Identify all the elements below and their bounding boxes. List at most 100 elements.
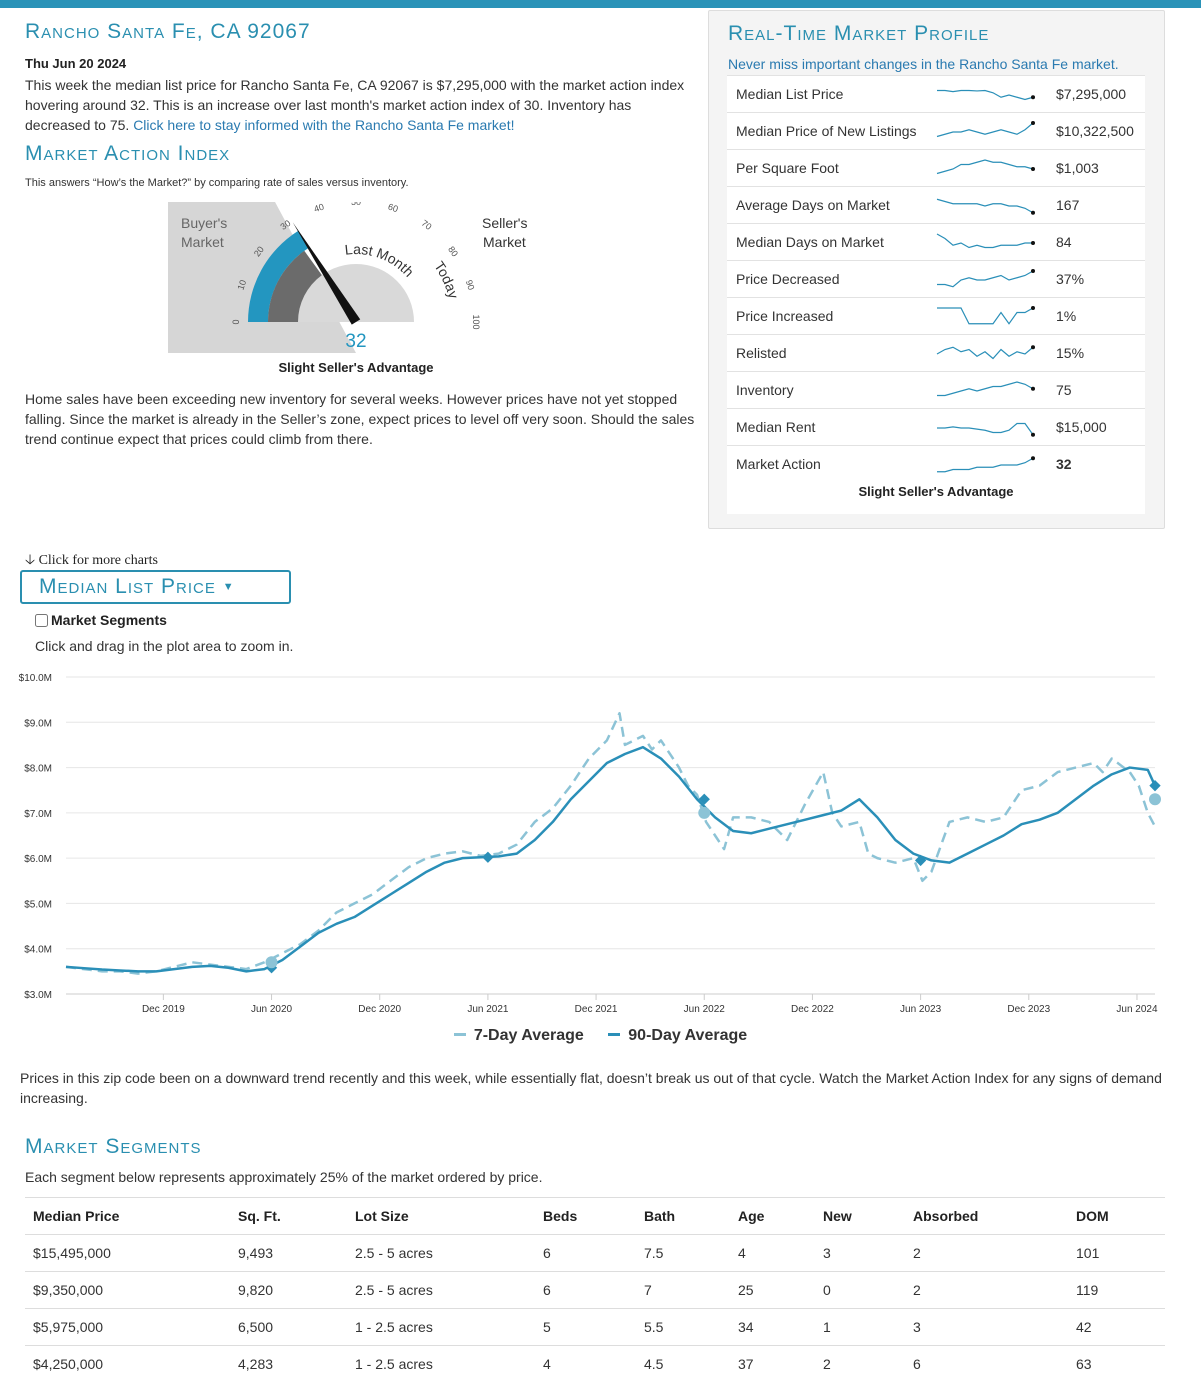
sparkline-end-dot (1031, 345, 1035, 350)
gauge-last-month-track (311, 202, 471, 322)
segments-column-header: Median Price (25, 1197, 230, 1235)
profile-row[interactable]: Market Action 32 (727, 445, 1145, 482)
chart-y-tick-label: $9.0M (24, 718, 52, 729)
profile-row[interactable]: Median List Price $7,295,000 (727, 75, 1145, 112)
profile-row-value: 75 (1056, 382, 1072, 398)
series-line-7-day (65, 711, 1157, 975)
segments-row: $9,350,000 9,820 2.5 - 5 acres 6 7 25 0 2 119 (25, 1271, 1165, 1309)
chart-markers (265, 780, 1161, 974)
sparkline-end-dot (1031, 456, 1035, 461)
legend-90-day-average[interactable]: 90-Day Average (608, 1027, 747, 1045)
profile-row-label: Price Increased (736, 308, 834, 324)
segments-cell: 2 (905, 1271, 1068, 1309)
gauge-caption: Slight Seller's Advantage (278, 360, 434, 375)
profile-row[interactable]: Median Days on Market 84 (727, 223, 1145, 260)
gauge-tick-label: 50 (351, 202, 361, 207)
profile-row[interactable]: Price Decreased 37% (727, 260, 1145, 297)
sellers-market-label-2: Market (483, 234, 526, 250)
segments-cell: 7 (636, 1271, 730, 1309)
segments-cell: 119 (1068, 1271, 1165, 1309)
profile-row-label: Median Days on Market (736, 234, 884, 250)
sparkline-line (936, 198, 1034, 214)
segments-cell: 4.5 (636, 1345, 730, 1383)
chart-x-tick-label: Jun 2022 (684, 1004, 726, 1015)
profile-row-value: $10,322,500 (1056, 123, 1134, 139)
gauge-ticks: 0 10 20 30 40 50 60 70 80 90 100 (231, 202, 481, 330)
chart-x-tick-label: Dec 2022 (791, 1004, 834, 1015)
chart-legend: 7-Day Average 90-Day Average (0, 1027, 1201, 1045)
gauge-tick-label: 70 (420, 218, 434, 232)
chart-y-tick-label: $10.0M (19, 673, 52, 684)
chart-y-tick-label: $4.0M (24, 945, 52, 956)
profile-row[interactable]: Price Increased 1% (727, 297, 1145, 334)
segments-cell: 2.5 - 5 acres (347, 1234, 535, 1272)
segments-cell: 34 (730, 1308, 815, 1346)
profile-row-value: $15,000 (1056, 419, 1107, 435)
gauge-today-arc (248, 230, 309, 322)
segments-cell: 2.5 - 5 acres (347, 1271, 535, 1309)
segments-cell: 63 (1068, 1345, 1165, 1383)
chart-marker-90-day (698, 793, 710, 805)
profile-row-label: Per Square Foot (736, 160, 839, 176)
profile-row-label: Median Rent (736, 419, 816, 435)
sparkline-line (937, 270, 1034, 288)
more-charts-text: Click for more charts (38, 553, 158, 568)
series-line-90-day (65, 745, 1157, 973)
segments-row: $15,495,000 9,493 2.5 - 5 acres 6 7.5 4 3 2 101 (25, 1234, 1165, 1272)
chart-marker-90-day (1149, 780, 1161, 792)
market-segments-checkbox[interactable] (35, 614, 48, 627)
profile-row[interactable]: Inventory 75 (727, 371, 1145, 408)
gauge-tick-label: 10 (236, 279, 249, 292)
sparkline-line (937, 89, 1034, 101)
legend-7-day-average[interactable]: 7-Day Average (453, 1027, 584, 1045)
market-segments-toggle[interactable]: Market Segments (35, 612, 167, 628)
gauge-value: 32 (345, 331, 366, 352)
market-action-gauge: 0 10 20 30 40 50 60 70 80 90 100 Last Month Today … (168, 202, 544, 353)
gauge-today-track (302, 202, 515, 322)
chart-y-tick-label: $7.0M (24, 809, 52, 820)
market-segments-table: Median Price Sq. Ft. Lot Size Beds Bath Age Ne… (25, 1197, 1165, 1383)
chart-y-tick-label: $8.0M (24, 764, 52, 775)
chart-x-tick-label: Dec 2020 (358, 1004, 401, 1015)
segments-cell: 9,493 (230, 1234, 347, 1272)
segments-cell: 9,820 (230, 1271, 347, 1309)
legend-swatch-7-day (453, 1033, 466, 1036)
chart-type-dropdown[interactable]: Median List Price ▼ (20, 570, 291, 604)
profile-row[interactable]: Per Square Foot $1,003 (727, 149, 1145, 186)
market-profile-subtitle-link[interactable]: Never miss important changes in the Ranc… (728, 56, 1119, 72)
segments-cell: 2 (815, 1345, 905, 1383)
profile-row[interactable]: Relisted 15% (727, 334, 1145, 371)
sparkline (937, 381, 1035, 397)
gauge-ring-divider (308, 231, 448, 323)
legend-swatch-90-day (608, 1033, 621, 1036)
chart-x-tick-label: Jun 2020 (251, 1004, 293, 1015)
market-profile-table: Median List Price $7,295,000 Median Price … (727, 75, 1145, 514)
segments-column-header: DOM (1068, 1197, 1165, 1235)
sparkline-line (937, 307, 1034, 325)
profile-row[interactable]: Median Price of New Listings $10,322,500 (727, 112, 1145, 149)
segments-cell: 25 (730, 1271, 815, 1309)
sparkline (937, 306, 1035, 325)
segments-cell: 4 (730, 1234, 815, 1272)
sparkline-line (937, 422, 1034, 436)
segments-cell: 4,283 (230, 1345, 347, 1383)
segments-cell: $9,350,000 (25, 1271, 230, 1309)
more-charts-hint[interactable]: 🡣 Click for more charts (25, 549, 158, 573)
sparkline-line (936, 122, 1034, 138)
sparkline-end-dot (1031, 386, 1035, 391)
sparkline (936, 233, 1035, 249)
segments-column-header: Age (730, 1197, 815, 1235)
chart-x-tick-label: Dec 2021 (575, 1004, 618, 1015)
profile-row[interactable]: Average Days on Market 167 (727, 186, 1145, 223)
stay-informed-link[interactable]: Click here to stay informed with the Ran… (133, 117, 515, 133)
profile-row-label: Market Action (736, 456, 821, 472)
segments-cell: 6,500 (230, 1308, 347, 1346)
gauge-needle (292, 222, 361, 325)
top-accent-bar (0, 0, 1201, 8)
segments-cell: 6 (535, 1234, 636, 1272)
market-profile-title: Real-Time Market Profile (728, 22, 990, 45)
profile-row-value: 32 (1056, 456, 1072, 472)
market-profile-caption: Slight Seller's Advantage (858, 484, 1014, 499)
median-list-price-chart[interactable]: $3.0M $4.0M $5.0M $6.0M $7.0M $8.0M $9.0M $10.0… (0, 662, 1201, 1022)
profile-row[interactable]: Median Rent $15,000 (727, 408, 1145, 445)
